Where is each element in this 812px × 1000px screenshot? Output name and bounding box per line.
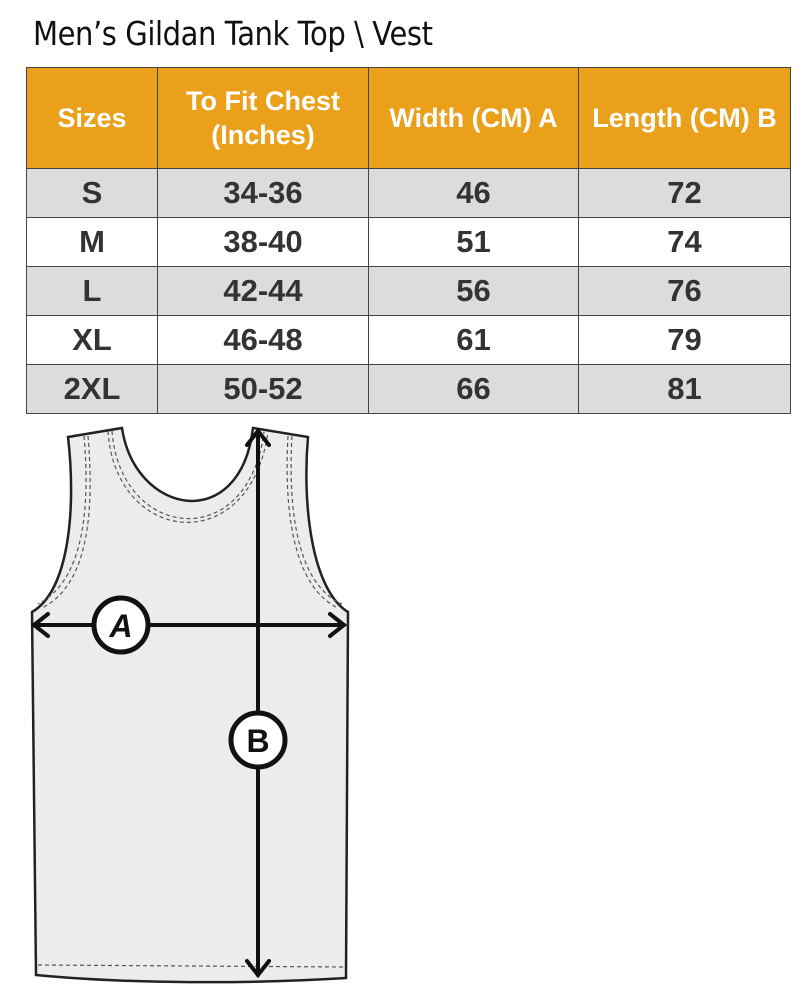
- table-row: XL 46-48 61 79: [26, 315, 791, 365]
- size-chart-table: Sizes To Fit Chest (Inches) Width (CM) A…: [26, 67, 791, 414]
- table-row: 2XL 50-52 66 81: [26, 364, 791, 414]
- label-b: B: [246, 723, 269, 759]
- cell-length: 81: [578, 364, 791, 414]
- table-row: L 42-44 56 76: [26, 266, 791, 316]
- cell-chest: 42-44: [157, 266, 369, 316]
- cell-width: 56: [368, 266, 579, 316]
- cell-length: 79: [578, 315, 791, 365]
- label-a-badge: A: [91, 595, 151, 655]
- cell-width: 51: [368, 217, 579, 267]
- cell-width: 61: [368, 315, 579, 365]
- tank-top-outline: [30, 426, 350, 984]
- measure-a-arrow: [30, 612, 348, 638]
- cell-size: XL: [26, 315, 158, 365]
- cell-width: 46: [368, 168, 579, 218]
- cell-chest: 38-40: [157, 217, 369, 267]
- header-length: Length (CM) B: [578, 67, 791, 169]
- header-sizes: Sizes: [26, 67, 158, 169]
- header-chest: To Fit Chest (Inches): [157, 67, 369, 169]
- cell-length: 76: [578, 266, 791, 316]
- cell-chest: 46-48: [157, 315, 369, 365]
- table-header-row: Sizes To Fit Chest (Inches) Width (CM) A…: [26, 67, 791, 169]
- page-title: Men’s Gildan Tank Top \ Vest: [33, 14, 433, 53]
- cell-size: M: [26, 217, 158, 267]
- label-b-badge: B: [228, 710, 288, 770]
- cell-chest: 50-52: [157, 364, 369, 414]
- label-a: A: [108, 608, 132, 644]
- stitching: [37, 430, 345, 968]
- cell-length: 72: [578, 168, 791, 218]
- cell-length: 74: [578, 217, 791, 267]
- cell-width: 66: [368, 364, 579, 414]
- cell-size: S: [26, 168, 158, 218]
- header-width: Width (CM) A: [368, 67, 579, 169]
- measure-b-arrow: [245, 427, 271, 979]
- table-row: M 38-40 51 74: [26, 217, 791, 267]
